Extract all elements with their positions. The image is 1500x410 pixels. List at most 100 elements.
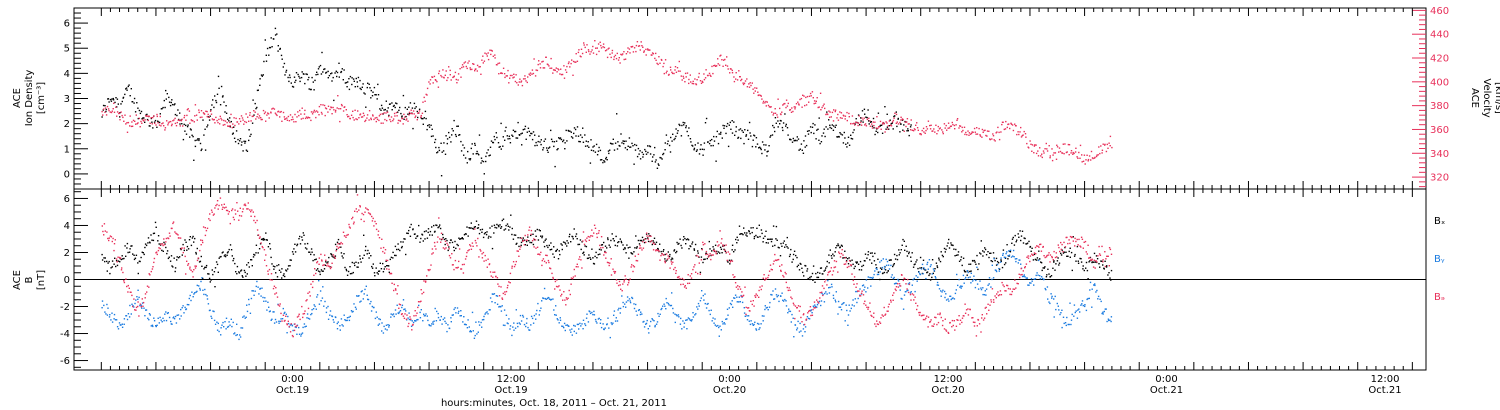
b-point [810, 310, 812, 312]
b-point [873, 260, 876, 262]
density-point [182, 138, 185, 141]
b-point [559, 253, 561, 256]
density-point [866, 116, 868, 119]
b-point [199, 249, 201, 252]
b-point [1061, 309, 1063, 311]
b-point [284, 311, 286, 314]
b-point [185, 273, 187, 275]
b-point [139, 304, 141, 307]
b-point [176, 233, 178, 235]
velocity-point [864, 124, 866, 126]
b-point [685, 238, 688, 241]
velocity-point [790, 111, 793, 113]
b-point [925, 277, 927, 280]
b-point [1030, 282, 1032, 284]
b-point [407, 232, 409, 235]
b-point [642, 241, 644, 243]
density-point [752, 139, 754, 141]
b-point [633, 307, 636, 310]
b-point [401, 313, 403, 315]
velocity-point [671, 72, 674, 75]
velocity-point [303, 113, 306, 115]
velocity-point [302, 117, 304, 120]
b-point [487, 258, 489, 260]
density-point [828, 119, 830, 121]
b-point [631, 297, 634, 300]
b-point [304, 243, 306, 245]
velocity-point [268, 117, 270, 119]
b-point [327, 318, 330, 320]
velocity-point [945, 124, 947, 127]
b-point [646, 232, 648, 234]
b-point [685, 319, 687, 321]
b-point [764, 308, 766, 311]
density-point [248, 129, 250, 131]
velocity-point [425, 93, 427, 96]
density-point [731, 132, 734, 134]
velocity-point [674, 69, 676, 71]
density-point [661, 158, 663, 160]
b-point [192, 276, 194, 278]
density-point [737, 137, 739, 139]
velocity-point [209, 110, 212, 112]
velocity-point [416, 119, 418, 121]
velocity-point [448, 66, 450, 68]
b-point [500, 286, 502, 288]
b-point [996, 260, 999, 263]
b-point [523, 239, 526, 241]
velocity-point [382, 122, 384, 124]
b-point [243, 204, 245, 206]
b-point [851, 259, 853, 261]
b-point [784, 298, 786, 301]
b-point [405, 253, 407, 256]
velocity-point [1025, 136, 1027, 138]
b-point [470, 331, 472, 333]
b-point [333, 321, 335, 323]
b-point [430, 264, 432, 266]
b-point [576, 323, 579, 326]
b-point [104, 260, 106, 263]
b-point [193, 269, 195, 271]
velocity-point [600, 47, 603, 49]
b-point [411, 320, 413, 322]
velocity-point [583, 42, 585, 44]
b-point [1019, 230, 1021, 232]
b-point [950, 242, 952, 244]
b-point [475, 220, 478, 222]
b-point [607, 317, 609, 319]
b-point [614, 320, 617, 322]
b-point [395, 254, 397, 257]
b-point [585, 245, 588, 248]
y-tick-label: 5 [64, 44, 70, 55]
velocity-point [699, 80, 702, 82]
density-point [713, 135, 715, 138]
velocity-point [648, 49, 650, 51]
b-point [929, 279, 932, 281]
density-point [718, 133, 720, 135]
b-point [1012, 249, 1015, 252]
velocity-point [450, 79, 452, 81]
velocity-point [186, 114, 188, 117]
b-point [565, 297, 568, 299]
velocity-point [539, 67, 542, 69]
b-point [1102, 264, 1104, 266]
density-point [482, 160, 485, 163]
density-point [127, 85, 129, 88]
velocity-point [166, 120, 168, 122]
b-point [371, 215, 373, 218]
density-point [687, 135, 690, 137]
b-point [405, 310, 407, 312]
b-point [845, 304, 847, 306]
b-point [893, 263, 895, 265]
velocity-point [953, 124, 956, 127]
velocity-point [685, 76, 687, 78]
velocity-point [131, 121, 133, 123]
b-point [341, 255, 343, 257]
y-right-tick-label: 320 [1430, 173, 1449, 184]
b-point [108, 260, 110, 263]
b-point [905, 291, 907, 293]
density-point [460, 140, 462, 143]
density-point [532, 131, 535, 133]
density-point [392, 105, 395, 107]
b-point [355, 261, 357, 263]
